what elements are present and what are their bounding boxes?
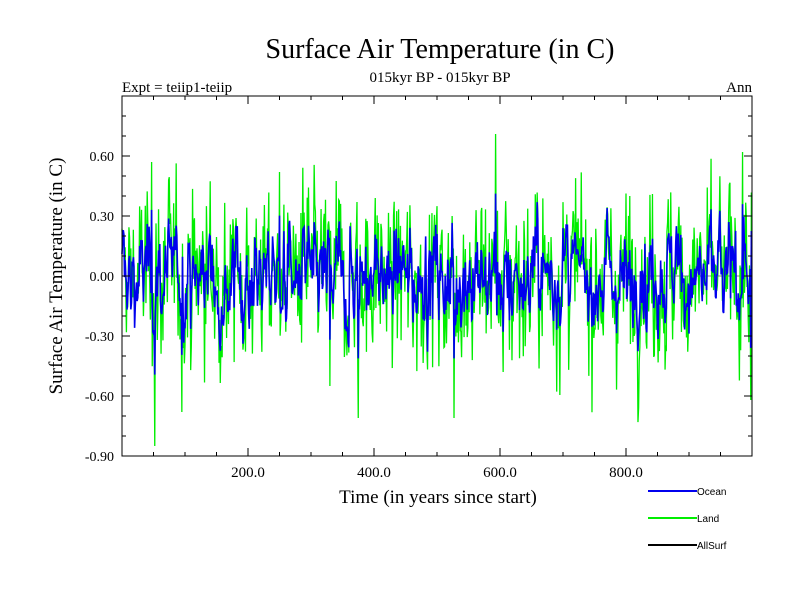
x-tick-label: 800.0: [609, 465, 643, 481]
legend: Ocean Land AllSurf: [648, 487, 727, 552]
y-axis-label: Surface Air Temperature (in C): [46, 158, 67, 395]
chart-subtitle: 015kyr BP - 015kyr BP: [369, 70, 510, 86]
legend-label-allsurf: AllSurf: [697, 541, 727, 552]
experiment-label: Expt = teiip1-teiip: [122, 80, 232, 96]
x-tick-label: 400.0: [357, 465, 391, 481]
chart-title: Surface Air Temperature (in C): [266, 34, 615, 65]
y-tick-label: 0.30: [90, 210, 115, 225]
y-tick-label: 0.60: [90, 150, 115, 165]
y-tick-label: -0.90: [85, 450, 114, 465]
x-axis-label: Time (in years since start): [339, 487, 537, 508]
x-tick-label: 600.0: [483, 465, 517, 481]
x-tick-label: 200.0: [231, 465, 265, 481]
series-land-line: [121, 133, 753, 447]
y-tick-label: -0.30: [85, 330, 114, 345]
y-tick-label: 0.00: [90, 270, 115, 285]
series-ocean-line: [121, 193, 753, 375]
season-label: Ann: [726, 80, 752, 96]
y-tick-label: -0.60: [85, 390, 114, 405]
plot-area: 200.0 400.0 600.0 800.0 -0.90 -0.60 -0.30 0.00 0…: [85, 95, 753, 481]
legend-label-ocean: Ocean: [697, 487, 726, 498]
legend-label-land: Land: [697, 514, 719, 525]
